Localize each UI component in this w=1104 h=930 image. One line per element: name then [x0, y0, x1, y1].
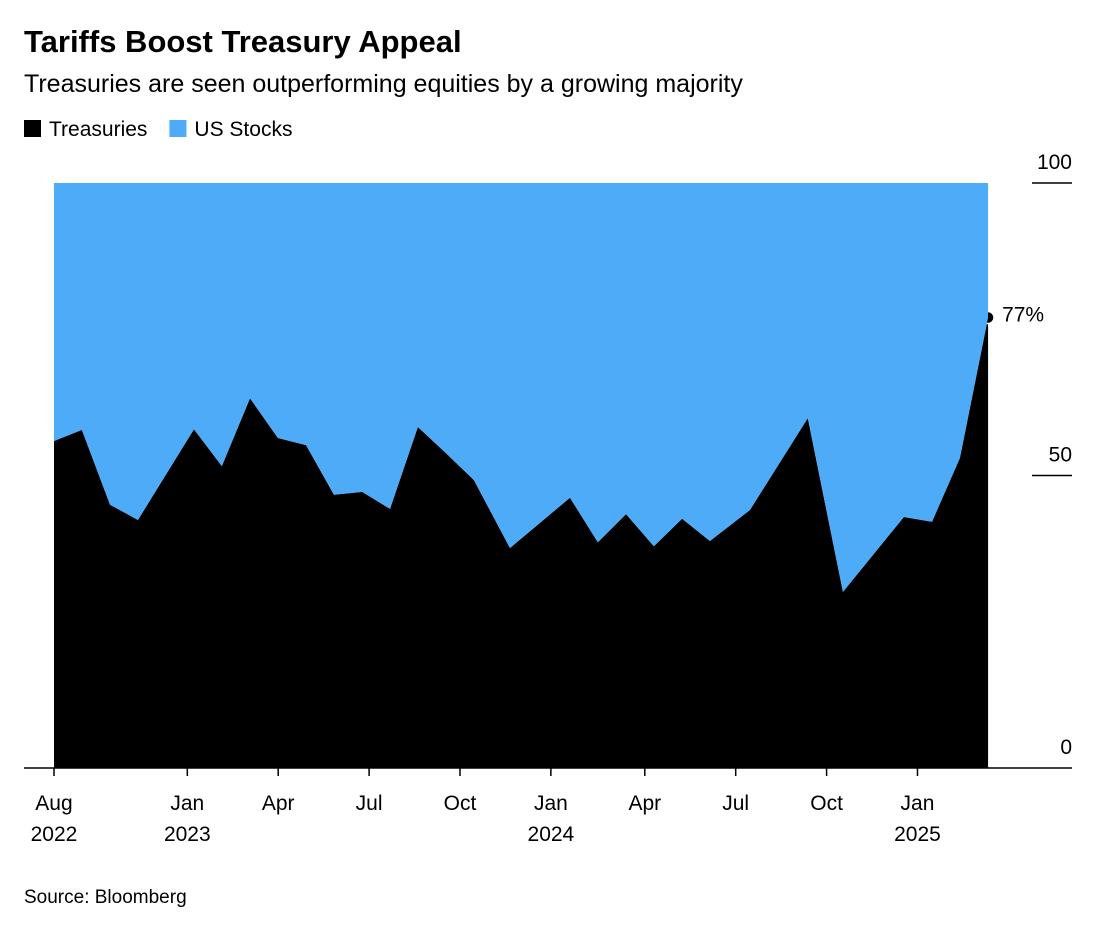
y-tick-label: 100 — [1037, 151, 1072, 174]
x-tick-label: Oct — [810, 792, 843, 815]
x-tick-label: Jan — [170, 792, 204, 815]
area — [53, 317, 989, 768]
y-tick-label: 0 — [1060, 736, 1072, 759]
x-tick-year: 2022 — [31, 823, 78, 846]
x-tick-label: Jan — [534, 792, 568, 815]
x-tick-label: Jan — [901, 792, 935, 815]
y-tick-label: 50 — [1049, 444, 1072, 467]
value-label: 77% — [1002, 304, 1044, 327]
x-tick-label: Oct — [444, 792, 477, 815]
area — [53, 183, 989, 592]
x-tick-label: Aug — [35, 792, 72, 815]
x-tick-year: 2024 — [528, 823, 575, 846]
source: Source: Bloomberg — [24, 887, 187, 908]
x-tick-year: 2025 — [894, 823, 941, 846]
x-tick-label: Jul — [356, 792, 383, 815]
x-tick-year: 2023 — [164, 823, 211, 846]
chart-subtitle: Treasuries are seen outperforming equiti… — [24, 70, 743, 98]
x-tick-label: Jul — [722, 792, 749, 815]
legend-label: US Stocks — [194, 118, 292, 141]
legend-label: Treasuries — [49, 118, 147, 141]
x-tick-label: Apr — [262, 792, 295, 815]
legend-swatch — [24, 120, 41, 137]
chart-title: Tariffs Boost Treasury Appeal — [24, 24, 462, 59]
legend-swatch — [169, 120, 187, 137]
x-tick-label: Apr — [628, 792, 661, 815]
